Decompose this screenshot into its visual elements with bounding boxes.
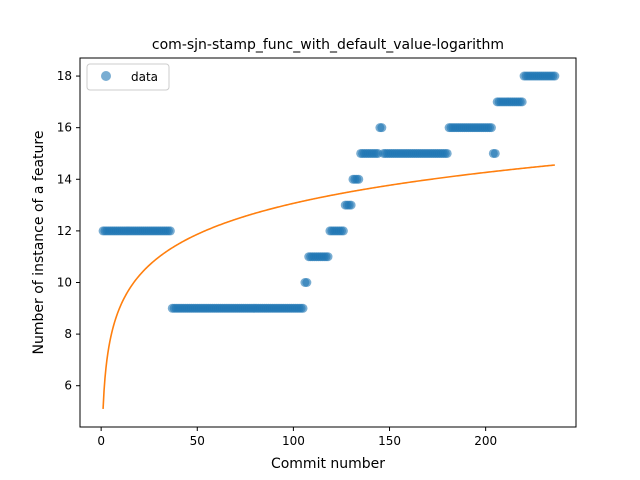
chart-title: com-sjn-stamp_func_with_default_value-lo… <box>152 37 504 53</box>
legend: data <box>86 63 170 91</box>
y-tick-label: 6 <box>64 379 72 393</box>
data-point <box>338 226 348 236</box>
y-axis-label: Number of instance of a feature <box>31 131 47 355</box>
data-point <box>298 303 308 313</box>
x-tick-label: 0 <box>97 434 105 448</box>
y-tick-label: 8 <box>64 327 72 341</box>
legend-box <box>86 63 170 91</box>
x-tick-label: 50 <box>190 434 205 448</box>
data-point <box>354 174 364 184</box>
data-point <box>323 252 333 262</box>
data-point <box>490 148 500 158</box>
x-tick-label: 100 <box>282 434 305 448</box>
data-point <box>550 71 560 81</box>
y-tick-label: 14 <box>57 172 72 186</box>
data-point <box>486 123 496 133</box>
legend-marker <box>101 71 111 81</box>
y-tick-label: 12 <box>57 224 72 238</box>
fit-line <box>102 164 555 409</box>
data-point <box>377 123 387 133</box>
x-axis-ticks: 0 50 100 150 200 <box>97 427 497 448</box>
data-point <box>346 200 356 210</box>
x-axis-label: Commit number <box>271 456 385 472</box>
y-axis-ticks: 6 8 10 12 14 16 18 <box>57 69 80 393</box>
x-tick-label: 200 <box>474 434 497 448</box>
x-tick-label: 150 <box>378 434 401 448</box>
fit-line-layer <box>102 164 555 409</box>
y-tick-label: 16 <box>57 121 72 135</box>
legend-label: data <box>131 70 158 84</box>
y-tick-label: 10 <box>57 275 72 289</box>
y-tick-label: 18 <box>57 69 72 83</box>
data-points <box>98 71 560 313</box>
data-point <box>517 97 527 107</box>
data-point <box>442 148 452 158</box>
data-point <box>165 226 175 236</box>
data-point <box>302 278 312 287</box>
plot-frame <box>79 57 577 428</box>
